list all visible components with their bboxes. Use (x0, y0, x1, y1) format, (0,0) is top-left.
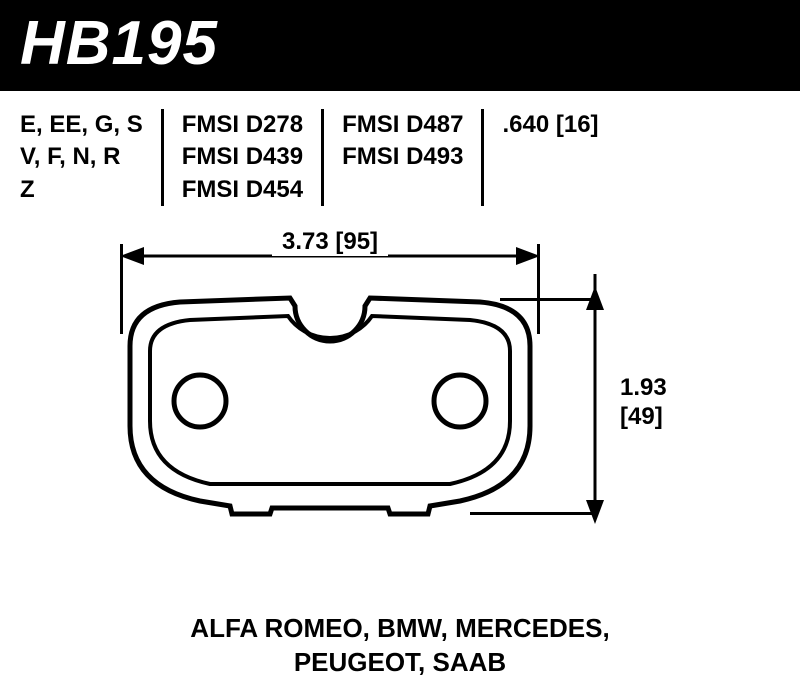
fmsi-col-2: FMSI D487 FMSI D493 (324, 109, 481, 206)
compounds-col: E, EE, G, S V, F, N, R Z (20, 109, 161, 206)
header-bar: HB195 (0, 0, 800, 91)
info-row: E, EE, G, S V, F, N, R Z FMSI D278 FMSI … (0, 91, 800, 224)
compounds-line: E, EE, G, S (20, 109, 143, 141)
applications-line: PEUGEOT, SAAB (0, 646, 800, 680)
height-dimension: 1.93 [49] (580, 274, 760, 534)
height-arrow-icon (580, 274, 610, 534)
thickness-value: .640 [16] (502, 109, 598, 141)
width-dimension: 3.73 [95] (120, 232, 540, 256)
compounds-line: V, F, N, R (20, 141, 143, 173)
applications-line: ALFA ROMEO, BMW, MERCEDES, (0, 612, 800, 646)
fmsi-code: FMSI D454 (182, 174, 303, 206)
fmsi-code: FMSI D487 (342, 109, 463, 141)
diagram-area: 3.73 [95] 1.93 [49] (0, 224, 800, 604)
width-label: 3.73 [95] (272, 228, 388, 256)
fmsi-col-1: FMSI D278 FMSI D439 FMSI D454 (164, 109, 321, 206)
part-number: HB195 (20, 8, 780, 79)
fmsi-code: FMSI D493 (342, 141, 463, 173)
fmsi-code: FMSI D278 (182, 109, 303, 141)
thickness-col: .640 [16] (484, 109, 616, 206)
height-in: 1.93 (620, 374, 667, 403)
height-mm: [49] (620, 403, 667, 432)
applications: ALFA ROMEO, BMW, MERCEDES, PEUGEOT, SAAB (0, 612, 800, 680)
brake-pad-outline (120, 286, 540, 526)
fmsi-code: FMSI D439 (182, 141, 303, 173)
height-label: 1.93 [49] (620, 374, 667, 432)
compounds-line: Z (20, 174, 143, 206)
